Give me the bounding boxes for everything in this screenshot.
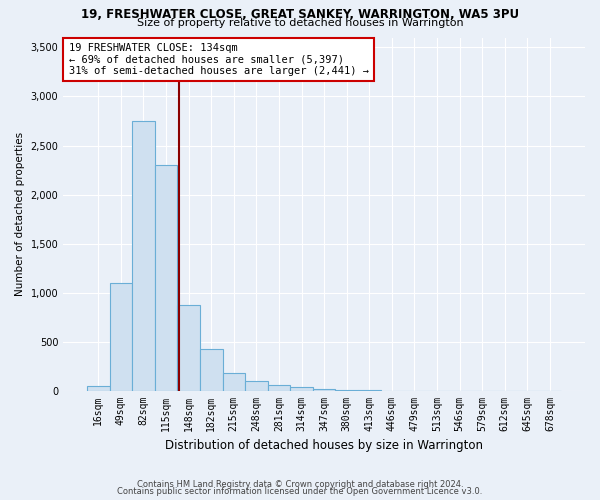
Bar [313, 388, 335, 391]
Text: 19 FRESHWATER CLOSE: 134sqm
← 69% of detached houses are smaller (5,397)
31% of : 19 FRESHWATER CLOSE: 134sqm ← 69% of det… [68, 43, 368, 76]
Bar [110, 283, 132, 391]
Bar [132, 121, 155, 391]
Bar [178, 304, 200, 391]
Bar [155, 165, 178, 391]
Text: Contains public sector information licensed under the Open Government Licence v3: Contains public sector information licen… [118, 488, 482, 496]
Bar [358, 390, 380, 391]
Bar [290, 387, 313, 391]
Bar [335, 390, 358, 391]
Bar [200, 349, 223, 391]
Y-axis label: Number of detached properties: Number of detached properties [15, 132, 25, 296]
Text: 19, FRESHWATER CLOSE, GREAT SANKEY, WARRINGTON, WA5 3PU: 19, FRESHWATER CLOSE, GREAT SANKEY, WARR… [81, 8, 519, 20]
Bar [87, 386, 110, 391]
Bar [268, 385, 290, 391]
Text: Contains HM Land Registry data © Crown copyright and database right 2024.: Contains HM Land Registry data © Crown c… [137, 480, 463, 489]
Bar [223, 374, 245, 391]
Text: Size of property relative to detached houses in Warrington: Size of property relative to detached ho… [137, 18, 463, 28]
Bar [245, 381, 268, 391]
X-axis label: Distribution of detached houses by size in Warrington: Distribution of detached houses by size … [165, 440, 483, 452]
